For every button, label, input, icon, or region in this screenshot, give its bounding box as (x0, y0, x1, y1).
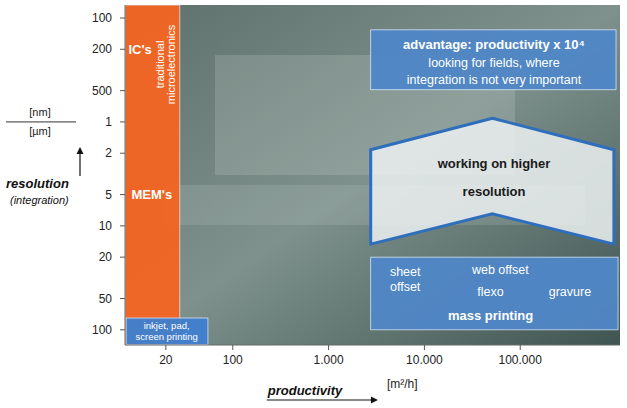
axes: 20 100 1.000 10.000 100.000 100 200 500 1 2 5 10 20 5… (6, 5, 620, 404)
y-tick (120, 194, 125, 195)
region-texts: IC's MEM's traditionalmicroelectronics inkj… (129, 24, 592, 342)
region-label: web offset (471, 263, 529, 277)
x-tick-label: 100 (223, 353, 243, 367)
x-tick (165, 345, 166, 350)
y-tick-label: 500 (92, 84, 112, 98)
y-tick-label: 50 (99, 292, 113, 306)
region-title: working on higher (437, 156, 551, 171)
y-tick-label: 100 (92, 323, 112, 337)
y-arrow-head (77, 147, 84, 154)
y-unit: [nm] (29, 106, 50, 118)
y-tick-label: 100 (92, 11, 112, 25)
x-arrow (267, 399, 373, 400)
region-label: flexo (477, 285, 503, 299)
x-tick (232, 345, 233, 350)
y-axis-subtitle: (integration) (10, 194, 69, 206)
x-unit: [m²/h] (387, 377, 418, 391)
region-label: screen printing (135, 331, 197, 342)
region-title: advantage: productivity x 10⁴ (403, 37, 585, 52)
y-tick-label: 2 (105, 146, 112, 160)
y-arrow (79, 152, 80, 176)
y-tick-label: 5 (105, 188, 112, 202)
region-box (371, 257, 618, 330)
y-tick (120, 298, 125, 299)
side-text: microelectronics (165, 24, 177, 104)
x-tick-label: 20 (159, 353, 173, 367)
x-tick-label: 100.000 (499, 353, 543, 367)
side-text: traditional (154, 41, 166, 89)
region-label: gravure (549, 285, 591, 299)
region-title: resolution (463, 184, 526, 199)
y-tick (120, 90, 125, 91)
x-tick (424, 345, 425, 350)
region-label: offset (390, 280, 421, 294)
x-tick (328, 345, 329, 350)
region-label: sheet (390, 265, 421, 279)
y-tick (120, 121, 125, 122)
plot-background (125, 5, 620, 345)
region-title: mass printing (448, 308, 533, 323)
x-arrow-head (371, 397, 378, 404)
x-tick (520, 345, 521, 350)
region-title: IC's (129, 42, 152, 57)
chart: IC's MEM's traditionalmicroelectronics inkj… (0, 0, 627, 408)
region-box (125, 5, 180, 345)
y-tick-label: 1 (105, 115, 112, 129)
y-unit: [µm] (29, 125, 51, 137)
region-label: integration is not very important (407, 73, 582, 87)
region-label: looking for fields, where (428, 56, 559, 70)
x-tick-label: 10.000 (406, 353, 443, 367)
y-tick-label: 10 (99, 219, 113, 233)
y-tick-label: 20 (99, 250, 113, 264)
y-tick (120, 153, 125, 154)
region-box (371, 30, 616, 90)
y-axis-line (125, 5, 126, 345)
x-axis-title: productivity (267, 383, 343, 398)
y-tick (120, 257, 125, 258)
x-axis-line (125, 345, 620, 346)
region-arrow (371, 118, 614, 244)
y-tick (120, 17, 125, 18)
region-box (126, 318, 208, 345)
plot-marks (125, 5, 618, 345)
y-tick (120, 329, 125, 330)
x-tick-label: 1.000 (314, 353, 344, 367)
y-axis-title: resolution (6, 176, 69, 191)
region-label: inkjet, pad, (144, 320, 190, 331)
unit-boundary (6, 121, 76, 122)
y-tick-label: 200 (92, 42, 112, 56)
region-title: MEM's (132, 187, 173, 202)
y-tick (120, 225, 125, 226)
y-tick (120, 49, 125, 50)
